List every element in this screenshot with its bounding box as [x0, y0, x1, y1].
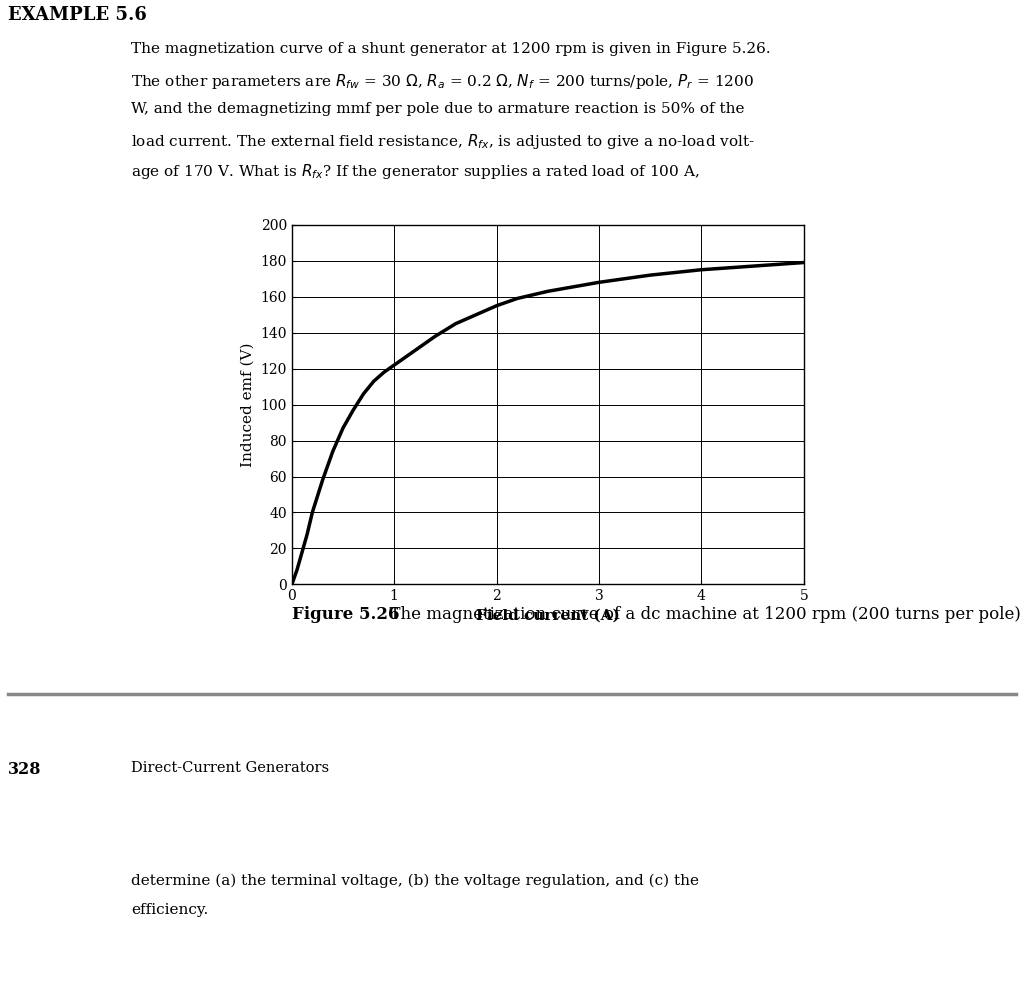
Text: Figure 5.26: Figure 5.26: [292, 606, 399, 623]
Text: W, and the demagnetizing mmf per pole due to armature reaction is 50% of the: W, and the demagnetizing mmf per pole du…: [131, 102, 744, 116]
Text: The other parameters are $R_{fw}$ = 30 $\Omega$, $R_a$ = 0.2 $\Omega$, $N_f$ = 2: The other parameters are $R_{fw}$ = 30 $…: [131, 72, 754, 91]
X-axis label: Field current (A): Field current (A): [476, 608, 620, 622]
Text: efficiency.: efficiency.: [131, 903, 208, 917]
Text: load current. The external field resistance, $R_{fx}$, is adjusted to give a no-: load current. The external field resista…: [131, 132, 755, 151]
Y-axis label: Induced emf (V): Induced emf (V): [241, 343, 255, 467]
Text: The magnetization curve of a shunt generator at 1200 rpm is given in Figure 5.26: The magnetization curve of a shunt gener…: [131, 42, 771, 56]
Text: determine (a) the terminal voltage, (b) the voltage regulation, and (c) the: determine (a) the terminal voltage, (b) …: [131, 873, 699, 887]
Text: age of 170 V. What is $R_{fx}$? If the generator supplies a rated load of 100 A,: age of 170 V. What is $R_{fx}$? If the g…: [131, 162, 699, 181]
Text: Direct-Current Generators: Direct-Current Generators: [131, 761, 329, 775]
Text: EXAMPLE 5.6: EXAMPLE 5.6: [8, 6, 147, 24]
Text: 328: 328: [8, 761, 42, 778]
Text: The magnetization curve of a dc machine at 1200 rpm (200 turns per pole): The magnetization curve of a dc machine …: [379, 606, 1021, 623]
